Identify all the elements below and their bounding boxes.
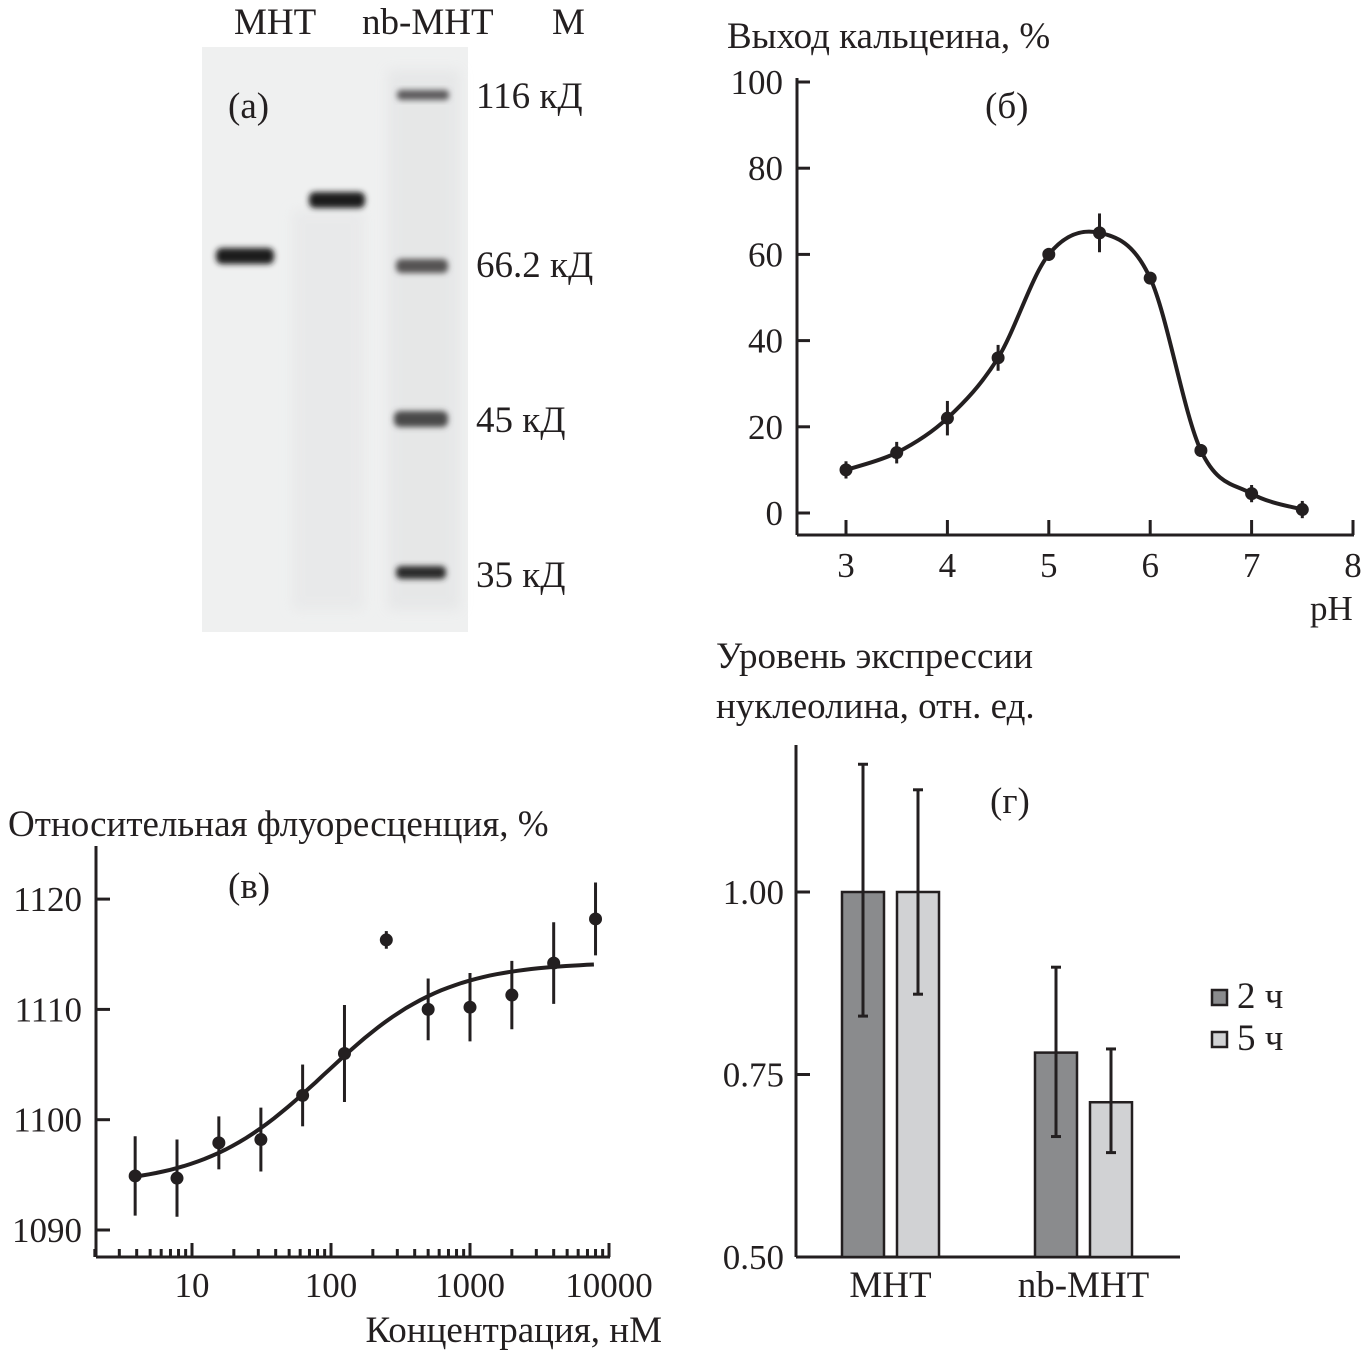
y-tick-label: 1100: [13, 1101, 82, 1140]
chart-fluorescence: Относительная флуоресценция, % (в) Конце…: [8, 804, 662, 1351]
gel-band-45: [394, 411, 448, 427]
legend-label: 5 ч: [1237, 1018, 1283, 1059]
data-point: [890, 446, 904, 460]
gel-panel: МНТ nb-МНТ M (а) 116 кД 66.2 кД 45 кД 35…: [202, 2, 593, 632]
marker-label-116: 116 кД: [476, 76, 583, 117]
panel-label-v: (в): [228, 866, 270, 907]
lane-label-nb-mnt: nb-МНТ: [362, 2, 494, 43]
data-point: [463, 1000, 477, 1014]
fit-curve: [845, 229, 1303, 512]
y-tick-label: 40: [748, 322, 783, 361]
y-axis-title-line2: нуклеолина, отн. ед.: [716, 686, 1035, 727]
x-tick-label: 5: [1040, 546, 1058, 585]
data-point: [421, 1002, 435, 1016]
data-point: [991, 351, 1005, 365]
y-tick-label: 1110: [15, 990, 82, 1029]
x-axis-title: Концентрация, нМ: [365, 1310, 662, 1351]
fit-curve: [134, 962, 594, 1179]
y-tick-label: 1120: [13, 880, 82, 919]
x-tick-label: 4: [939, 546, 957, 585]
y-tick-label: 1090: [12, 1211, 82, 1250]
data-point: [589, 912, 603, 926]
legend-swatch: [1210, 988, 1229, 1007]
y-axis-title: Относительная флуоресценция, %: [8, 804, 549, 845]
chart-calcein-release: Выход кальцеина, % (б) pH 0 20 40 60 80 100 3 4…: [727, 16, 1362, 628]
gel-band-116: [397, 90, 449, 100]
data-point: [1143, 271, 1157, 285]
x-tick-label: 10: [175, 1266, 210, 1305]
data-point: [1042, 247, 1056, 261]
panel-label-g: (г): [990, 781, 1030, 822]
y-tick-label: 0: [766, 494, 784, 533]
data-point: [1295, 503, 1309, 517]
data-point: [940, 411, 954, 425]
gel-band-35: [396, 566, 446, 579]
x-tick-label: 10000: [565, 1266, 653, 1305]
lane-label-mnt: МНТ: [234, 2, 316, 43]
x-tick-label: 1000: [435, 1266, 505, 1305]
data-point: [1093, 226, 1106, 240]
x-tick-label: 100: [305, 1266, 358, 1305]
data-point: [128, 1169, 142, 1183]
x-category-label: nb-МНТ: [1018, 1265, 1150, 1306]
marker-label-35: 35 кД: [476, 555, 565, 596]
gel-band-mnt: [216, 248, 274, 264]
data-point: [505, 988, 519, 1002]
y-tick-label: 100: [731, 63, 784, 102]
y-tick-label: 1.00: [723, 873, 784, 912]
y-tick-label: 0.75: [723, 1056, 784, 1095]
data-point: [1245, 487, 1259, 501]
data-point: [547, 956, 561, 970]
data-point: [170, 1171, 184, 1185]
data-point: [1194, 444, 1208, 458]
lane-label-marker: M: [552, 2, 585, 43]
lane-smear: [292, 210, 364, 610]
lane-smear: [388, 70, 460, 610]
x-tick-label: 8: [1344, 546, 1362, 585]
x-category-label: МНТ: [849, 1265, 931, 1306]
panel-label-a: (а): [228, 86, 269, 127]
legend-swatch: [1210, 1030, 1229, 1049]
panel-label-b: (б): [985, 86, 1028, 127]
x-tick-label: 7: [1243, 546, 1261, 585]
data-point: [839, 463, 853, 477]
legend-label: 2 ч: [1237, 976, 1283, 1017]
data-point: [337, 1047, 351, 1061]
x-axis-title: pH: [1310, 589, 1353, 628]
legend: 2 ч5 ч: [1210, 976, 1283, 1059]
y-tick-label: 0.50: [723, 1238, 784, 1277]
data-point: [212, 1136, 226, 1150]
y-tick-label: 80: [748, 149, 783, 188]
marker-label-66: 66.2 кД: [476, 245, 593, 286]
y-axis-title-line1: Уровень экспрессии: [716, 636, 1033, 677]
x-tick-label: 6: [1141, 546, 1159, 585]
data-point: [254, 1133, 268, 1147]
x-tick-label: 3: [837, 546, 855, 585]
data-point: [379, 933, 393, 947]
y-axis-title: Выход кальцеина, %: [727, 16, 1050, 57]
chart-nucleolin-expression: Уровень экспрессии нуклеолина, отн. ед. …: [716, 636, 1283, 1306]
y-tick-label: 20: [748, 408, 783, 447]
data-point: [296, 1088, 310, 1102]
gel-band-nb-mnt: [309, 192, 365, 208]
y-tick-label: 60: [748, 235, 783, 274]
marker-label-45: 45 кД: [476, 400, 565, 441]
gel-band-66: [396, 259, 448, 273]
